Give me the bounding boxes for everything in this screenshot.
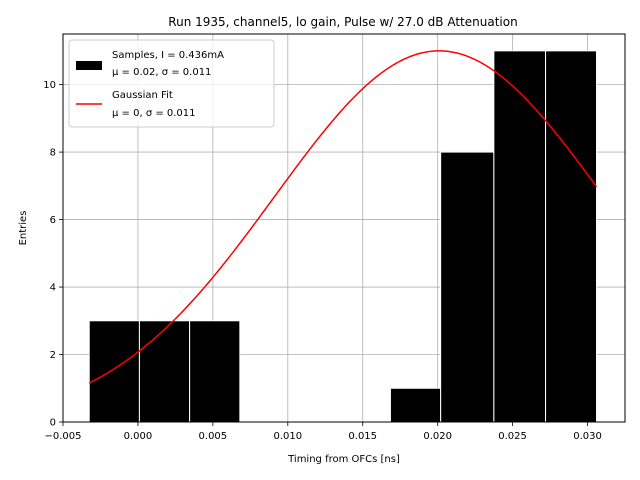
legend-label-fit-line2: μ = 0, σ = 0.011: [112, 108, 196, 119]
x-tick-label: 0.010: [273, 431, 302, 442]
legend-label-fit-line1: Gaussian Fit: [112, 90, 173, 101]
histogram-bar: [440, 151, 495, 423]
x-tick-label: 0.015: [348, 431, 377, 442]
gaussian-fit: [88, 50, 598, 384]
y-axis-ticks: 0 2 4 6 8 10: [43, 80, 63, 429]
y-tick-label: 2: [50, 350, 56, 361]
legend-swatch-samples: [76, 61, 102, 70]
y-tick-label: 10: [43, 80, 56, 91]
histogram-bar: [545, 50, 598, 423]
x-tick-label: 0.000: [124, 431, 153, 442]
y-tick-label: 4: [50, 283, 56, 294]
histogram-bar: [138, 320, 191, 423]
x-tick-label: 0.020: [423, 431, 452, 442]
legend-box: [68, 39, 275, 128]
x-tick-label: 0.005: [199, 431, 228, 442]
x-tick-label: 0.025: [498, 431, 527, 442]
plot-frame: [62, 33, 626, 423]
legend-label-samples-line1: Samples, I = 0.436mA: [112, 50, 224, 61]
histogram-bars: [88, 50, 598, 423]
y-tick-label: 8: [50, 148, 56, 159]
chart-title: Run 1935, channel5, lo gain, Pulse w/ 27…: [168, 15, 517, 29]
histogram-bar: [88, 320, 140, 423]
x-axis-label: Timing from OFCs [ns]: [287, 454, 400, 465]
histogram-bar: [389, 387, 442, 423]
gaussian-fit-line: [88, 50, 598, 384]
y-tick-label: 6: [50, 215, 56, 226]
y-tick-label: 0: [50, 418, 56, 429]
y-axis-label: Entries: [18, 211, 29, 246]
x-tick-label: 0.030: [573, 431, 602, 442]
legend-label-samples-line2: μ = 0.02, σ = 0.011: [112, 67, 211, 78]
x-axis-ticks: −0.005 0.000 0.005 0.010 0.015 0.020 0.025 0.03…: [44, 422, 602, 442]
histogram-bar: [189, 320, 241, 423]
x-tick-label: −0.005: [44, 431, 81, 442]
legend: Samples, I = 0.436mA μ = 0.02, σ = 0.011…: [68, 39, 275, 128]
histogram-bar: [493, 50, 547, 423]
